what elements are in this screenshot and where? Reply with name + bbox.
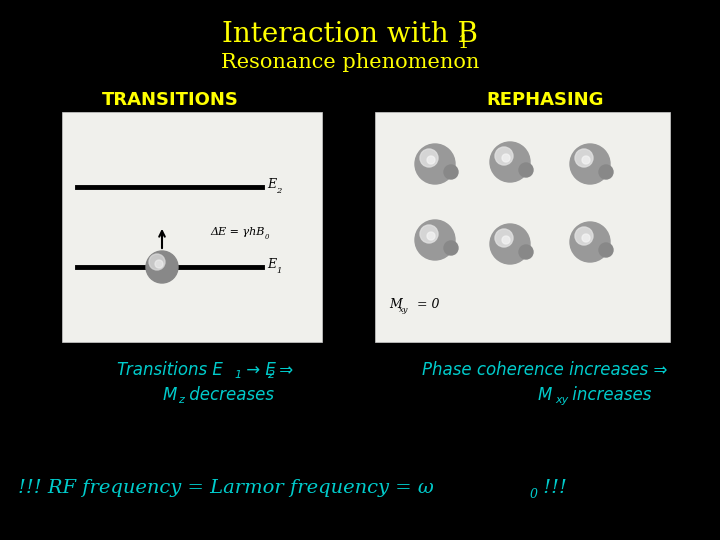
Text: Phase coherence increases ⇒: Phase coherence increases ⇒ — [423, 361, 667, 379]
Text: M: M — [163, 386, 177, 404]
Text: increases: increases — [567, 386, 652, 404]
Circle shape — [570, 222, 610, 262]
Circle shape — [149, 254, 165, 270]
Text: decreases: decreases — [184, 386, 274, 404]
Text: 0: 0 — [265, 233, 269, 241]
Text: 2: 2 — [268, 370, 275, 380]
Circle shape — [570, 144, 610, 184]
Circle shape — [519, 163, 533, 177]
Text: Resonance phenomenon: Resonance phenomenon — [221, 52, 480, 71]
Text: E: E — [267, 179, 276, 192]
Text: Transitions E: Transitions E — [117, 361, 223, 379]
Text: M: M — [389, 298, 402, 310]
Text: TRANSITIONS: TRANSITIONS — [102, 91, 238, 109]
Circle shape — [155, 260, 163, 268]
Circle shape — [427, 156, 435, 164]
Text: xy: xy — [399, 306, 408, 314]
Circle shape — [582, 234, 590, 242]
Circle shape — [495, 147, 513, 165]
Text: !!!: !!! — [537, 479, 567, 497]
Circle shape — [420, 225, 438, 243]
Circle shape — [490, 142, 530, 182]
Circle shape — [582, 156, 590, 164]
Text: 1: 1 — [276, 267, 282, 275]
Circle shape — [444, 241, 458, 255]
Circle shape — [415, 144, 455, 184]
Text: 1: 1 — [234, 370, 241, 380]
Circle shape — [415, 220, 455, 260]
Circle shape — [502, 236, 510, 244]
Circle shape — [575, 227, 593, 245]
Circle shape — [444, 165, 458, 179]
Text: REPHASING: REPHASING — [486, 91, 604, 109]
Text: 1: 1 — [457, 34, 469, 52]
Text: = 0: = 0 — [413, 298, 439, 310]
Circle shape — [599, 165, 613, 179]
Circle shape — [495, 229, 513, 247]
Circle shape — [420, 149, 438, 167]
Bar — [62, 112, 322, 342]
Text: z: z — [178, 395, 184, 405]
Text: !!! RF frequency = Larmor frequency = ω: !!! RF frequency = Larmor frequency = ω — [18, 479, 433, 497]
Text: 0: 0 — [530, 488, 538, 501]
Text: xy: xy — [555, 395, 568, 405]
Circle shape — [519, 245, 533, 259]
Text: M: M — [538, 386, 552, 404]
Text: → E: → E — [241, 361, 276, 379]
Text: 2: 2 — [276, 187, 282, 195]
Text: E: E — [267, 259, 276, 272]
Circle shape — [490, 224, 530, 264]
Circle shape — [502, 154, 510, 162]
Circle shape — [575, 149, 593, 167]
Text: ΔE = γhB: ΔE = γhB — [210, 227, 264, 237]
Circle shape — [599, 243, 613, 257]
Text: ⇒: ⇒ — [274, 361, 293, 379]
Circle shape — [427, 232, 435, 240]
Bar — [375, 112, 670, 342]
Circle shape — [146, 251, 178, 283]
Text: Interaction with B: Interaction with B — [222, 22, 478, 49]
